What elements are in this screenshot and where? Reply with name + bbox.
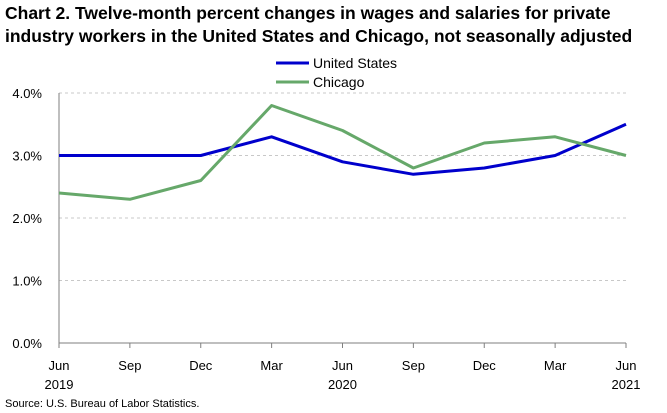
x-tick-label: Dec xyxy=(189,358,213,373)
series-line-chicago xyxy=(58,104,627,201)
legend-label: United States xyxy=(313,55,397,71)
x-tick-label: Jun xyxy=(616,358,637,373)
chart-title-line-2: industry workers in the United States an… xyxy=(5,26,633,46)
x-tick-label: Jun xyxy=(332,358,353,373)
source-note: Source: U.S. Bureau of Labor Statistics. xyxy=(5,398,200,410)
y-tick-label: 3.0% xyxy=(12,149,42,164)
x-tick-label: Mar xyxy=(260,358,283,373)
x-tick-label: Mar xyxy=(544,358,567,373)
y-tick-label: 2.0% xyxy=(12,211,42,226)
y-tick-label: 4.0% xyxy=(12,86,42,101)
x-year-label: 2019 xyxy=(45,377,74,392)
y-tick-label: 1.0% xyxy=(12,274,42,289)
chart-title-line-1: Chart 2. Twelve-month percent changes in… xyxy=(5,3,611,23)
chart-title: Chart 2. Twelve-month percent changes in… xyxy=(5,2,665,48)
x-year-label: 2020 xyxy=(328,377,357,392)
x-tick-label: Sep xyxy=(118,358,141,373)
x-tick-label: Dec xyxy=(473,358,497,373)
legend-label: Chicago xyxy=(313,74,365,90)
x-tick-label: Sep xyxy=(402,358,425,373)
x-tick-label: Jun xyxy=(49,358,70,373)
series-line-united-states xyxy=(59,122,627,176)
x-year-label: 2021 xyxy=(612,377,641,392)
y-tick-label: 0.0% xyxy=(12,336,42,351)
